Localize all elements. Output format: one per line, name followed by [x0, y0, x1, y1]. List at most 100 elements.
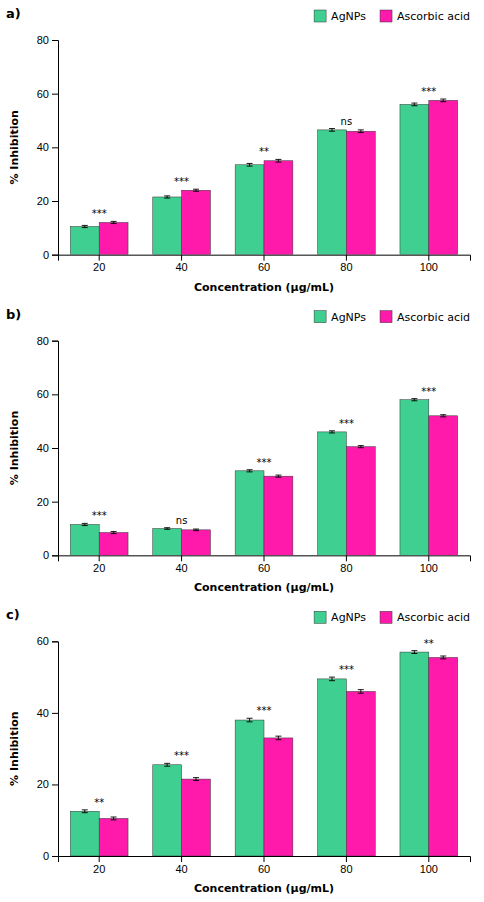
error-bar	[275, 475, 281, 477]
x-axis: 20406080100	[59, 856, 471, 875]
x-tick-label: 20	[93, 562, 105, 574]
y-tick: 60	[37, 88, 58, 100]
x-tick: 20	[93, 255, 105, 274]
legend-swatch	[314, 10, 326, 22]
y-tick-label: 60	[37, 388, 49, 400]
x-axis: 20406080100	[59, 555, 471, 574]
y-axis-title: % Inhibition	[8, 411, 21, 485]
bar	[99, 222, 128, 254]
x-tick-label: 100	[420, 863, 438, 875]
x-tick: 100	[420, 255, 438, 274]
x-tick: 80	[340, 255, 352, 274]
x-tick-mark	[428, 555, 429, 561]
bar	[318, 432, 347, 555]
series	[99, 415, 457, 556]
bar	[99, 533, 128, 556]
error-bar	[82, 810, 88, 813]
y-tick-label: 80	[37, 34, 49, 46]
error-bar	[247, 470, 253, 472]
x-tick: 40	[175, 555, 187, 574]
legend: AgNPs Ascorbic acid	[314, 311, 470, 324]
x-tick-mark	[99, 255, 100, 261]
y-tick: 20	[37, 195, 58, 207]
bar	[235, 165, 264, 255]
legend-label: Ascorbic acid	[397, 311, 470, 324]
y-tick: 80	[37, 34, 58, 46]
bar	[70, 226, 99, 254]
y-axis-line	[52, 341, 59, 556]
bar	[264, 476, 293, 555]
series	[99, 99, 457, 255]
y-tick-label: 20	[37, 195, 49, 207]
error-bar	[411, 103, 417, 106]
panel-label: a)	[6, 6, 21, 21]
y-tick: 60	[37, 635, 58, 647]
x-tick-label: 40	[175, 261, 187, 273]
y-tick: 40	[37, 442, 58, 454]
x-tick: 40	[175, 856, 187, 875]
x-axis-title: Concentration (µg/mL)	[194, 882, 334, 895]
legend-item: AgNPs	[314, 611, 366, 624]
panel-label: b)	[6, 307, 21, 322]
y-tick-mark	[52, 784, 58, 785]
panel: 02040608020406080100********ns***Concent…	[6, 6, 471, 294]
x-tick-mark	[346, 255, 347, 261]
annotation: ***	[92, 208, 107, 219]
legend-item: Ascorbic acid	[380, 311, 470, 324]
y-tick-mark	[52, 555, 58, 556]
y-tick-mark	[52, 147, 58, 148]
legend-swatch	[380, 311, 392, 323]
bar	[346, 691, 375, 856]
annotation: ***	[339, 664, 354, 675]
error-bar	[111, 531, 117, 533]
x-tick-mark	[99, 555, 100, 561]
legend-item: AgNPs	[314, 311, 366, 324]
y-axis: 020406080	[37, 335, 59, 562]
series	[70, 399, 428, 556]
bar	[235, 720, 264, 856]
y-tick-label: 0	[43, 850, 49, 862]
error-bar	[440, 656, 446, 659]
y-axis-title: % Inhibition	[8, 711, 21, 785]
y-tick: 40	[37, 141, 58, 153]
annotation: ***	[421, 86, 436, 97]
bar	[400, 652, 429, 856]
legend: AgNPsAscorbic acid	[314, 611, 470, 624]
bar	[182, 190, 211, 254]
bar	[400, 104, 429, 254]
annotation: ***	[339, 418, 354, 429]
x-tick-label: 40	[175, 562, 187, 574]
bar	[264, 738, 293, 856]
x-tick-mark	[346, 555, 347, 561]
x-tick-mark	[428, 856, 429, 862]
bar	[318, 679, 347, 856]
error-bar	[82, 225, 88, 227]
x-tick-mark	[264, 555, 265, 561]
x-axis-line	[59, 255, 471, 261]
x-tick-label: 60	[258, 261, 270, 273]
y-tick-mark	[52, 448, 58, 449]
x-tick: 20	[93, 856, 105, 875]
bar	[153, 529, 182, 556]
error-bar	[411, 651, 417, 654]
y-tick-mark	[52, 94, 58, 95]
legend-swatch	[314, 611, 326, 623]
x-axis-title: Concentration (µg/mL)	[194, 581, 334, 594]
plot-area	[70, 99, 457, 255]
plot-area	[70, 651, 457, 856]
y-tick-mark	[52, 713, 58, 714]
plot-area	[70, 399, 457, 556]
error-bar	[111, 817, 117, 820]
x-tick: 60	[258, 555, 270, 574]
bar	[70, 524, 99, 555]
annotation: **	[94, 797, 104, 808]
x-tick: 60	[258, 856, 270, 875]
y-tick-label: 40	[37, 141, 49, 153]
bar	[99, 818, 128, 856]
legend-label: AgNPs	[331, 311, 366, 324]
x-tick-mark	[428, 255, 429, 261]
error-bar	[247, 718, 253, 722]
y-tick-label: 0	[43, 249, 49, 261]
error-bar	[329, 129, 335, 132]
bar	[70, 811, 99, 856]
